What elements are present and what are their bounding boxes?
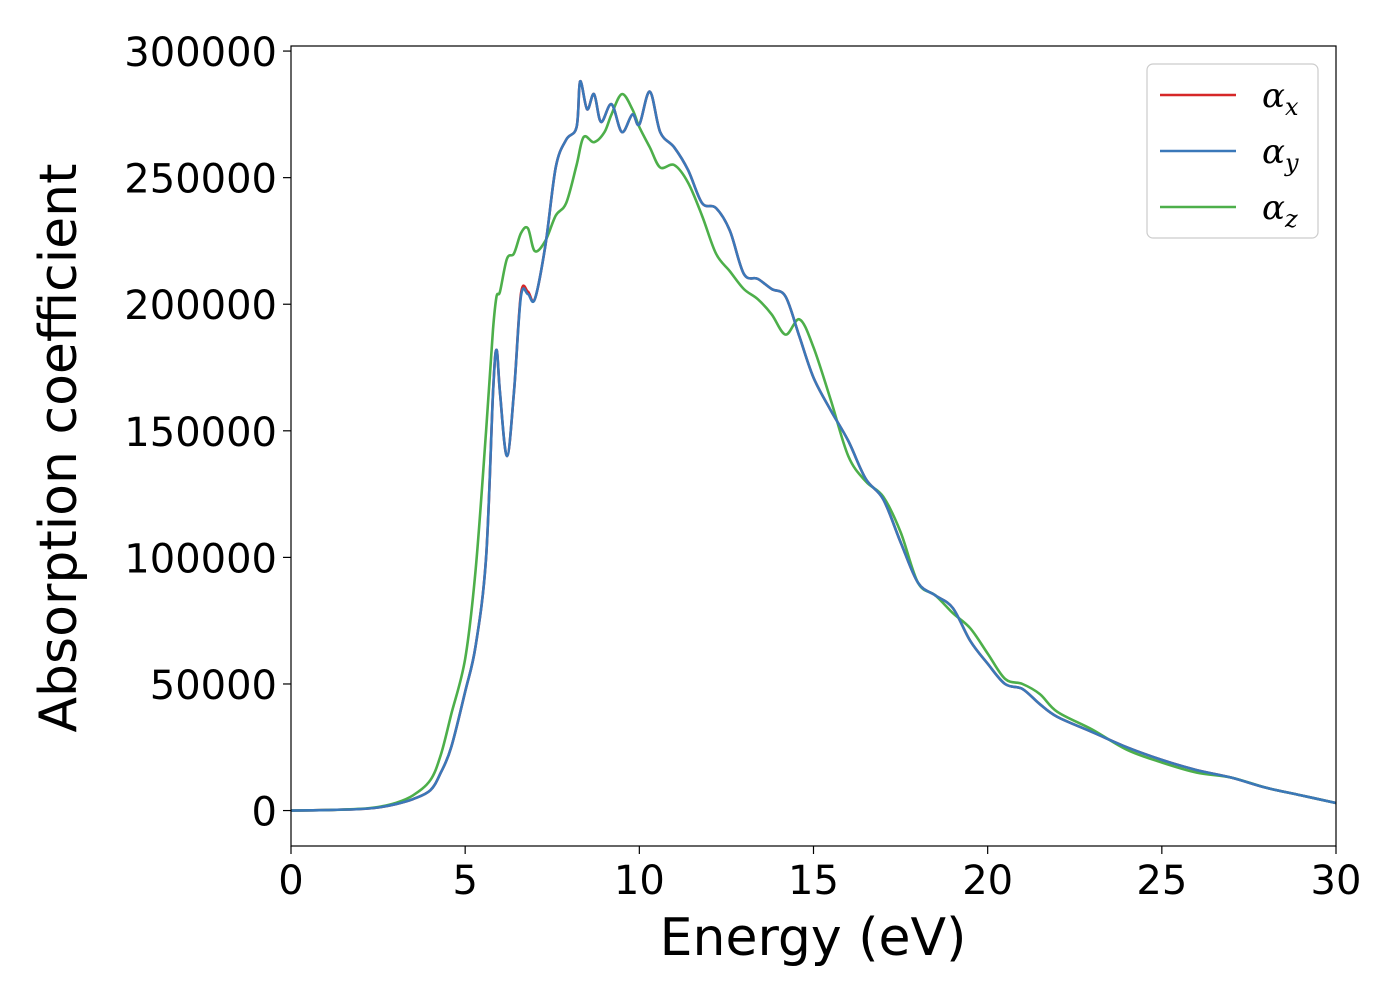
x-axis-title: Energy (eV): [660, 908, 967, 968]
plot-frame: [290, 45, 1337, 847]
x-tick-label: 30: [1311, 858, 1362, 904]
legend-symbol: α: [1262, 132, 1285, 172]
x-tick-label: 20: [962, 858, 1013, 904]
y-tick-label: 150000: [124, 410, 277, 456]
y-axis-title: Absorption coefficient: [29, 163, 89, 732]
legend-label-x: αx: [1262, 76, 1299, 121]
y-tick-label: 50000: [150, 663, 277, 709]
y-tick-label: 300000: [124, 30, 277, 76]
x-tick-label: 15: [788, 858, 839, 904]
x-tick-label: 5: [452, 858, 477, 904]
series-line-y: [290, 80, 1337, 812]
y-tick-label: 250000: [124, 157, 277, 203]
x-tick-label: 0: [278, 858, 303, 904]
series-lines: [290, 80, 1337, 812]
x-tick-label: 25: [1136, 858, 1187, 904]
legend-symbol: α: [1262, 188, 1285, 228]
legend-symbol: α: [1262, 76, 1285, 116]
legend-label-y: αy: [1262, 132, 1299, 177]
legend-subscript: y: [1284, 149, 1299, 177]
legend-subscript: x: [1285, 93, 1299, 121]
y-axis-ticks: 0 50000 100000 150000 200000 250000 300000: [124, 30, 291, 836]
legend-subscript: z: [1284, 205, 1298, 233]
x-axis-ticks: 0 5 10 15 20 25 30: [278, 846, 1361, 904]
y-tick-label: 200000: [124, 283, 277, 329]
y-tick-label: 100000: [124, 536, 277, 582]
y-tick-label: 0: [252, 790, 277, 836]
series-line-z: [290, 92, 1337, 812]
x-tick-label: 10: [614, 858, 665, 904]
legend-label-z: αz: [1262, 188, 1298, 233]
